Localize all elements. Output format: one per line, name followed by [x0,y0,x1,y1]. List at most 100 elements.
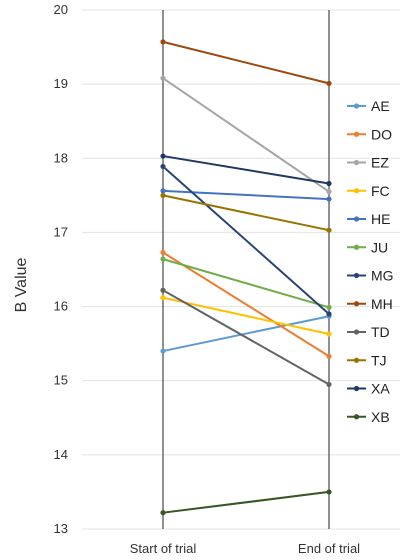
legend-marker [353,216,360,222]
legend-marker [353,357,360,363]
data-point [160,256,166,262]
series-mg [160,163,332,317]
data-point [160,249,166,256]
data-point [326,196,332,202]
series-line [162,315,330,353]
legend-item-he: HE [347,211,390,227]
legend-label: MH [371,296,393,312]
data-point [160,188,166,194]
data-point [160,163,166,170]
series-line [162,296,330,335]
legend-marker [353,385,360,392]
legend-label: AE [371,98,390,114]
series-mh [160,39,332,87]
y-tick-label: 15 [54,373,68,388]
legend-marker [353,301,360,307]
series-line [162,189,330,201]
series-line [162,165,330,315]
legend-item-ez: EZ [347,155,389,171]
legend-item-xa: XA [347,381,390,397]
data-point [326,227,332,233]
series-ju [160,256,332,310]
legend-label: XB [371,409,390,425]
x-tick-label: End of trial [298,541,360,556]
series-line [162,194,330,232]
data-point [326,189,332,195]
legend-label: HE [371,211,390,227]
data-point [160,39,166,45]
legend-label: TJ [371,352,387,368]
legend-marker [353,131,360,137]
x-axis-ticks: Start of trial End of trial [130,541,360,556]
data-point [160,348,166,354]
legend-label: XA [371,381,390,397]
gridlines [82,9,400,530]
series-do [160,249,332,359]
data-point [326,489,332,495]
legend-item-ae: AE [347,98,390,114]
data-point [160,153,166,159]
legend-label: EZ [371,155,389,171]
y-axis-ticks: 13 14 15 16 17 18 19 20 [54,2,68,536]
data-point [326,80,332,87]
y-tick-label: 16 [54,299,68,314]
data-point [160,192,166,198]
legend-marker [353,414,360,420]
data-point [326,180,332,187]
y-tick-label: 13 [54,521,68,536]
series-line [162,77,330,193]
series-ez [160,75,332,195]
legend-label: DO [371,126,392,142]
data-point [160,75,166,81]
data-point [326,311,332,317]
y-tick-label: 19 [54,76,68,91]
legend-item-mg: MG [347,268,394,284]
series-line [162,490,330,514]
x-tick-label: Start of trial [130,541,197,556]
legend-marker [353,103,360,109]
data-point [160,295,166,301]
series-line [162,289,330,386]
series-xb [160,489,332,516]
y-axis-title: B Value [13,257,30,312]
series-group [160,39,332,516]
y-tick-label: 18 [54,150,68,165]
legend-label: FC [371,183,390,199]
legend-item-fc: FC [347,183,390,199]
legend-label: MG [371,268,394,284]
series-line [162,251,330,358]
data-point [326,304,332,310]
series-tj [160,192,332,233]
series-line [162,155,330,185]
series-line [162,258,330,309]
legend-item-ju: JU [347,239,388,255]
legend-marker [353,188,360,194]
legend-marker [353,159,360,166]
legend-label: JU [371,239,388,255]
y-tick-label: 20 [54,2,68,17]
y-tick-label: 14 [54,447,68,462]
data-point [326,381,332,388]
legend-item-mh: MH [347,296,393,312]
legend-item-tj: TJ [347,352,387,368]
series-ae [160,313,332,354]
legend-marker [353,272,360,279]
series-xa [160,153,332,187]
legend-item-xb: XB [347,409,390,425]
data-point [160,510,166,516]
legend-marker [353,329,360,335]
legend-item-td: TD [347,324,390,340]
series-fc [160,295,332,337]
legend: AE DO EZ FC HE JU MG MH TD TJ XA XB [347,98,394,425]
category-axis-lines [162,10,330,529]
legend-marker [353,244,360,250]
series-line [162,40,330,85]
series-td [160,287,332,388]
legend-label: TD [371,324,390,340]
legend-item-do: DO [347,126,392,142]
data-point [326,353,332,359]
data-point [326,331,332,337]
y-tick-label: 17 [54,224,68,239]
data-point [160,287,166,293]
